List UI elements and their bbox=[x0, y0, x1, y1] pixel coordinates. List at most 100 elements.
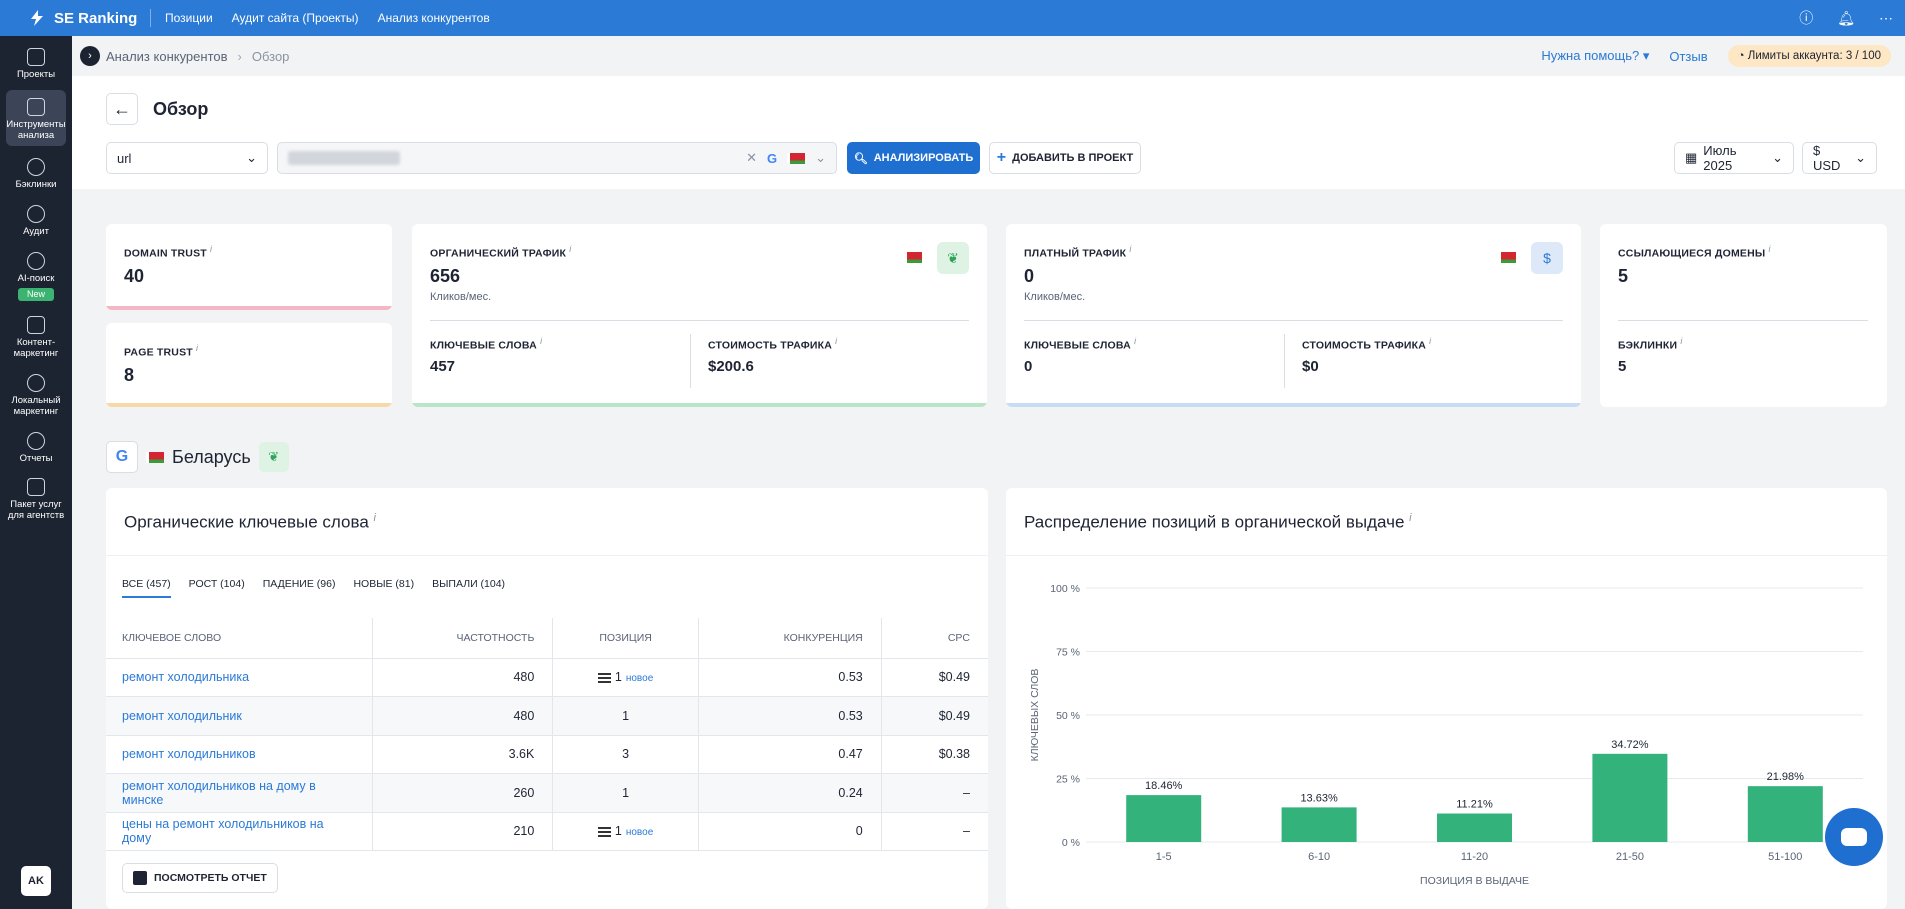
account-limits-badge[interactable]: ◔ Лимиты аккаунта: 3 / 100 bbox=[1727, 45, 1891, 67]
new-tag: новое bbox=[625, 827, 654, 839]
info-icon: i bbox=[1768, 244, 1771, 254]
more-dots-icon[interactable]: ⋯ bbox=[1879, 9, 1893, 26]
keyword-link[interactable]: ремонт холодильник bbox=[106, 696, 373, 736]
top-nav: Позиции Аудит сайта (Проекты) Анализ кон… bbox=[165, 11, 490, 25]
sidebar-item-local-marketing[interactable]: Локальный маркетинг bbox=[6, 366, 66, 422]
tab-lost[interactable]: ВЫПАЛИ (104) bbox=[432, 578, 506, 590]
keyword-link[interactable]: ремонт холодильников на дому в минске bbox=[106, 773, 373, 813]
sidebar-item-label: Отчеты bbox=[19, 453, 53, 464]
page-title: Обзор bbox=[153, 99, 209, 119]
leaf-icon: ❦ bbox=[937, 242, 969, 274]
analyze-button[interactable]: 🔍︎ АНАЛИЗИРОВАТЬ bbox=[847, 142, 980, 174]
col-cpc[interactable]: CPC bbox=[881, 618, 988, 659]
sidebar-item-analysis-tools[interactable]: Инструменты анализа bbox=[6, 90, 66, 146]
sidebar-item-label: Инструменты анализа bbox=[6, 119, 66, 141]
col-position[interactable]: ПОЗИЦИЯ bbox=[552, 618, 699, 659]
sidebar-item-ai-search[interactable]: AI-поиск New bbox=[6, 244, 66, 301]
region-row: G Беларусь ❦ bbox=[106, 441, 289, 473]
breadcrumb-parent[interactable]: Анализ конкурентов bbox=[106, 48, 228, 64]
sidebar-item-content-marketing[interactable]: Контент-маркетинг bbox=[6, 308, 66, 364]
nav-site-audit[interactable]: Аудит сайта (Проекты) bbox=[231, 11, 359, 25]
toolbar: ← Обзор url ⌄ ✕ G ⌄ 🔍︎ АНАЛИЗИРОВАТЬ + Д… bbox=[72, 76, 1905, 189]
position-cell: 1 новое bbox=[552, 812, 699, 851]
serp-features-icon[interactable] bbox=[597, 826, 611, 837]
date-select[interactable]: ▦ Июль 2025 ⌄ bbox=[1674, 142, 1794, 174]
card-accent-bar bbox=[106, 306, 392, 310]
new-badge: New bbox=[17, 288, 54, 301]
back-button[interactable]: ← bbox=[106, 93, 138, 125]
link-icon bbox=[27, 158, 45, 176]
info-icon: i bbox=[569, 244, 572, 254]
tab-all[interactable]: ВСЕ (457) bbox=[122, 578, 171, 598]
belarus-flag-icon bbox=[1498, 252, 1516, 263]
sidebar-item-reports[interactable]: Отчеты bbox=[6, 424, 66, 468]
bar bbox=[1747, 786, 1823, 842]
collapse-sidebar-button[interactable]: › bbox=[80, 46, 100, 66]
add-to-project-button[interactable]: + ДОБАВИТЬ В ПРОЕКТ bbox=[989, 142, 1141, 174]
tab-new[interactable]: НОВЫЕ (81) bbox=[353, 578, 415, 590]
pie-chart-icon bbox=[27, 432, 45, 450]
arrow-left-icon: ← bbox=[113, 98, 131, 119]
currency-value: $ USD bbox=[1813, 143, 1841, 173]
help-circle-icon[interactable]: ⓘ bbox=[1799, 10, 1814, 26]
building-icon bbox=[27, 478, 45, 496]
col-competition[interactable]: КОНКУРЕНЦИЯ bbox=[698, 618, 882, 659]
add-project-label: ДОБАВИТЬ В ПРОЕКТ bbox=[1012, 152, 1134, 164]
position-cell: 1 новое bbox=[552, 658, 699, 697]
review-link[interactable]: Отзыв bbox=[1669, 48, 1708, 64]
bell-icon[interactable]: 🔔︎ bbox=[1837, 9, 1855, 26]
competition-cell: 0.53 bbox=[698, 658, 882, 697]
sparkle-icon bbox=[27, 252, 45, 270]
tab-up[interactable]: РОСТ (104) bbox=[188, 578, 245, 590]
avatar[interactable]: AK bbox=[21, 866, 51, 896]
table-row: ремонт холодильников на дому в минске 26… bbox=[106, 773, 988, 813]
logo[interactable]: SE Ranking bbox=[0, 9, 150, 27]
keyword-link[interactable]: цены на ремонт холодильников на дому bbox=[106, 812, 373, 851]
info-icon: i bbox=[1409, 512, 1412, 524]
google-icon[interactable]: G bbox=[106, 441, 138, 473]
col-volume[interactable]: ЧАСТОТНОСТЬ bbox=[372, 618, 554, 659]
nav-positions[interactable]: Позиции bbox=[165, 11, 213, 25]
card-accent-bar bbox=[106, 403, 392, 407]
region-name: Беларусь bbox=[172, 446, 251, 467]
currency-select[interactable]: $ USD ⌄ bbox=[1802, 142, 1877, 174]
serp-features-icon[interactable] bbox=[597, 672, 611, 683]
y-tick-label: 0 % bbox=[1062, 837, 1080, 849]
chevron-down-icon[interactable]: ⌄ bbox=[815, 150, 826, 165]
sidebar-item-audit[interactable]: Аудит bbox=[6, 197, 66, 241]
clear-icon[interactable]: ✕ bbox=[746, 150, 757, 165]
organic-keywords-label: КЛЮЧЕВЫЕ СЛОВА i bbox=[430, 336, 543, 352]
tab-down[interactable]: ПАДЕНИЕ (96) bbox=[262, 578, 336, 590]
col-keyword[interactable]: КЛЮЧЕВОЕ СЛОВО bbox=[106, 618, 373, 659]
sidebar-item-label: Локальный маркетинг bbox=[11, 395, 61, 417]
divider bbox=[106, 555, 988, 556]
view-report-label: ПОСМОТРЕТЬ ОТЧЕТ bbox=[154, 872, 267, 884]
search-icon: 🔍︎ bbox=[853, 152, 868, 165]
sidebar-item-projects[interactable]: Проекты bbox=[6, 40, 66, 84]
paid-keywords-label: КЛЮЧЕВЫЕ СЛОВА i bbox=[1024, 336, 1137, 352]
bar bbox=[1437, 813, 1512, 842]
keyword-link[interactable]: ремонт холодильника bbox=[106, 658, 373, 697]
sidebar-item-backlinks[interactable]: Бэклинки bbox=[6, 150, 66, 194]
lightning-icon bbox=[31, 10, 43, 26]
sidebar-item-label: Пакет услуг для агентств bbox=[7, 499, 65, 521]
nav-competitor-analysis[interactable]: Анализ конкурентов bbox=[377, 11, 490, 25]
organic-traffic-card: ОРГАНИЧЕСКИЙ ТРАФИК i 656 Кликов/мес. ❦ … bbox=[412, 224, 987, 407]
referring-domains-card: ССЫЛАЮЩИЕСЯ ДОМЕНЫ i 5 БЭКЛИНКИ i 5 bbox=[1600, 224, 1887, 407]
position-cell: 1 bbox=[552, 696, 699, 736]
volume-cell: 210 bbox=[372, 812, 554, 851]
domain-input[interactable]: ✕ G ⌄ bbox=[277, 142, 837, 174]
info-icon: i bbox=[540, 336, 543, 346]
position-cell: 3 bbox=[552, 735, 699, 774]
chat-button[interactable] bbox=[1825, 808, 1883, 866]
distribution-chart: 0 % 25 % 50 % 75 % 100 % 18.46% 1-5 13.63% 6-10 1… bbox=[1029, 583, 1863, 887]
chevron-down-icon: ⌄ bbox=[246, 150, 257, 165]
sidebar: Проекты Инструменты анализа Бэклинки Ауд… bbox=[0, 36, 72, 909]
backlinks-value: 5 bbox=[1618, 357, 1627, 375]
mode-select[interactable]: url ⌄ bbox=[106, 142, 268, 174]
keyword-link[interactable]: ремонт холодильников bbox=[106, 735, 373, 774]
sidebar-item-agency-pack[interactable]: Пакет услуг для агентств bbox=[6, 470, 66, 536]
view-report-button[interactable]: ПОСМОТРЕТЬ ОТЧЕТ bbox=[122, 863, 278, 893]
mode-value: url bbox=[117, 150, 132, 166]
help-dropdown[interactable]: Нужна помощь? ▾ bbox=[1541, 48, 1650, 63]
